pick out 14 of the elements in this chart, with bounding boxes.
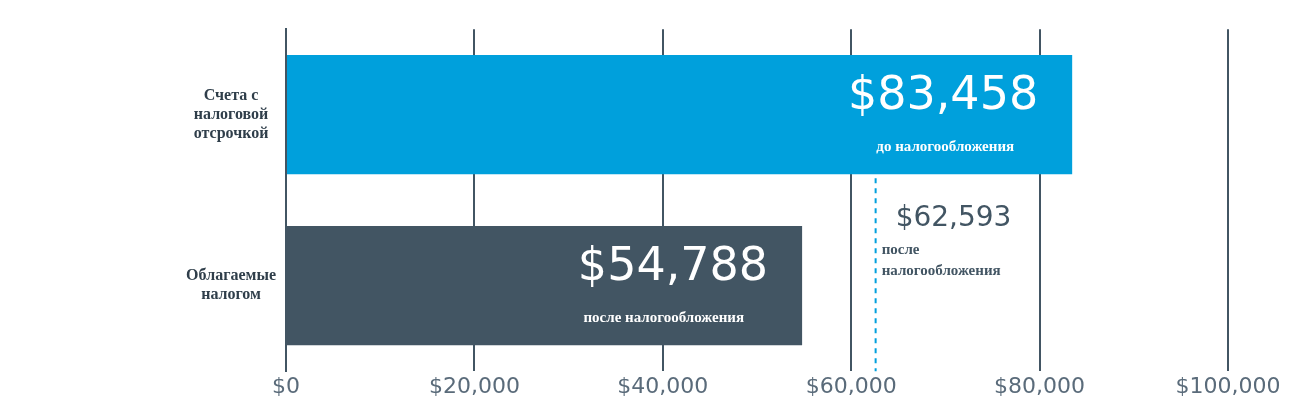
x-tick-label: $40,000 (617, 373, 709, 399)
x-tick-label: $0 (272, 373, 300, 399)
annotation: до налогообложения (876, 137, 1015, 154)
y-tick-label: Облагаемые налогом (186, 266, 276, 303)
data-label: $54,788 (577, 236, 769, 291)
x-tick-label: $80,000 (994, 373, 1086, 399)
annotation: после налогообложения (583, 308, 745, 325)
ref-line-label: $62,593 (895, 199, 1012, 233)
y-tick-label: Счета с налоговой отсрочкой (193, 85, 269, 143)
annotation: после налогообложения (881, 241, 1001, 279)
data-label: $83,458 (847, 65, 1039, 120)
x-tick-label: $60,000 (805, 373, 897, 399)
x-tick-label: $100,000 (1175, 373, 1281, 399)
x-tick-label: $20,000 (428, 373, 520, 399)
